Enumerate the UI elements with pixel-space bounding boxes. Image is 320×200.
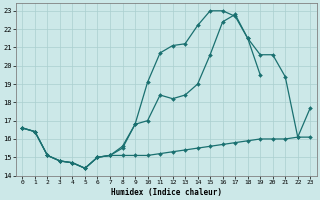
X-axis label: Humidex (Indice chaleur): Humidex (Indice chaleur) bbox=[111, 188, 222, 197]
